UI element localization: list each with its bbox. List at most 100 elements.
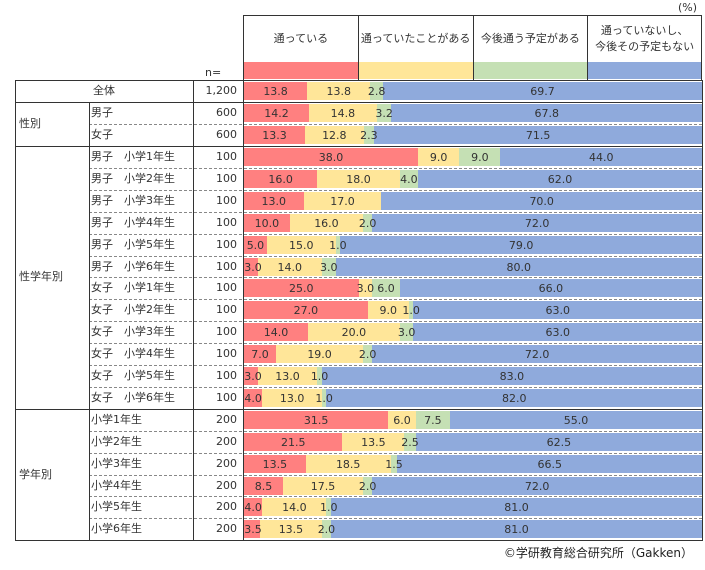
stacked-bar: 38.0 9.0 9.0 44.0: [244, 148, 702, 166]
legend-label: 通っている: [273, 32, 329, 45]
row-label: 小学6年生: [91, 522, 142, 536]
legend-swatch: [473, 62, 588, 79]
data-label: 27.0: [293, 304, 319, 318]
bar-segment: [500, 148, 702, 166]
data-label: 38.0: [318, 151, 344, 164]
row-n-value: 100: [216, 150, 237, 163]
row-n-value: 100: [216, 390, 237, 404]
legend-item: 通っている: [244, 16, 359, 80]
data-label: 70.0: [529, 194, 554, 208]
data-label: 62.0: [547, 172, 573, 186]
bar-segment: [404, 432, 416, 451]
row-label: 小学5年生: [91, 500, 142, 514]
row-label: 小学3年生: [91, 456, 142, 470]
stacked-bar: 3.0 13.0 1.0 83.0: [244, 367, 702, 385]
bar-segment: [459, 148, 501, 166]
row-label: 男子 小学5年生: [91, 237, 175, 251]
stacked-bar: 13.8 13.8 2.8 69.7: [244, 82, 702, 100]
stacked-bar: 25.0 3.0 6.0 66.0: [244, 279, 702, 298]
row-label: 女子 小学5年生: [91, 369, 175, 382]
data-label: 5.0: [246, 238, 265, 252]
column-divider: [243, 80, 244, 541]
bar-segment: [363, 345, 373, 364]
bar-segment: [309, 104, 377, 122]
data-label: 18.0: [346, 172, 371, 186]
data-label: 1.0: [402, 304, 420, 318]
legend-label: 今後通う予定がある: [480, 32, 580, 45]
data-label: 18.5: [335, 457, 361, 471]
bar-segment: [304, 126, 364, 144]
data-label: 80.0: [506, 260, 532, 274]
row-divider: [89, 167, 702, 169]
row-label: 女子 小学6年生: [91, 390, 175, 404]
row-n-value: 100: [216, 259, 237, 273]
bar-segment: [363, 213, 373, 232]
row-n-value: 200: [216, 412, 237, 426]
data-label: 2.0: [317, 523, 336, 537]
bar-segment: [244, 104, 310, 122]
data-label: 7.0: [251, 348, 269, 362]
group-divider: [15, 540, 703, 542]
bar-segment: [326, 388, 702, 407]
data-label: 16.0: [314, 216, 339, 230]
row-n-value: 1,200: [205, 84, 238, 97]
row-label: 女子 小学1年生: [91, 281, 175, 295]
row-n-value: 200: [216, 522, 237, 536]
stacked-bar: 21.5 13.5 2.5 62.5: [244, 432, 702, 451]
data-label: 3.2: [375, 107, 393, 120]
row-divider: [89, 299, 702, 301]
unit-label: (%): [677, 1, 697, 14]
legend-item: 通っていたことがある: [358, 16, 474, 80]
data-label: 13.8: [263, 85, 288, 98]
data-label: 20.0: [341, 326, 367, 340]
legend-label: 通っていないし、 今後その予定もない: [595, 24, 695, 53]
data-label: 14.0: [282, 501, 307, 515]
row-n-value: 200: [216, 478, 237, 492]
bar-segment: [370, 82, 384, 100]
bar-segment: [321, 257, 336, 276]
bar-segment: [262, 388, 322, 407]
copyright-footer: ©学研教育総合研究所（Gakken）: [503, 546, 693, 560]
bar-segment: [244, 520, 261, 539]
stacked-bar: 13.3 12.8 2.3 71.5: [244, 126, 702, 144]
data-label: 62.5: [546, 435, 572, 449]
legend-swatch: [358, 62, 473, 79]
bar-segment: [388, 410, 416, 429]
bar-segment: [331, 520, 702, 539]
data-label: 81.0: [504, 523, 529, 537]
bar-segment: [408, 301, 414, 320]
data-label: 4.0: [244, 391, 262, 405]
bar-segment: [317, 169, 400, 188]
bar-segment: [303, 191, 382, 210]
bar-segment: [381, 191, 702, 210]
bar-segment: [340, 235, 702, 254]
row-divider: [89, 124, 702, 125]
bar-segment: [418, 148, 460, 166]
data-label: 13.3: [262, 129, 287, 142]
data-label: 1.0: [319, 501, 338, 515]
bar-segment: [335, 235, 341, 254]
row-divider: [89, 321, 702, 323]
bar-segment: [363, 476, 373, 495]
row-divider: [89, 277, 702, 279]
data-label: 25.0: [289, 282, 314, 296]
bar-segment: [282, 476, 364, 495]
stacked-bar: 13.5 18.5 1.5 66.5: [244, 454, 702, 473]
data-label: 72.0: [524, 348, 550, 362]
bar-segment: [372, 213, 702, 232]
bar-segment: [244, 257, 258, 276]
row-divider: [89, 233, 702, 235]
stacked-bar: 16.0 18.0 4.0 62.0: [244, 169, 702, 188]
bar-segment: [244, 169, 318, 188]
data-label: 13.0: [275, 370, 300, 383]
bar-segment: [244, 388, 263, 407]
data-label: 13.0: [279, 391, 305, 405]
data-label: 79.0: [508, 238, 534, 252]
data-label: 9.0: [471, 151, 489, 164]
row-divider: [89, 189, 702, 191]
data-label: 13.8: [326, 85, 351, 98]
group-divider: [15, 408, 703, 410]
data-label: 19.0: [307, 348, 332, 362]
data-label: 83.0: [499, 370, 525, 383]
bar-segment: [390, 454, 398, 473]
